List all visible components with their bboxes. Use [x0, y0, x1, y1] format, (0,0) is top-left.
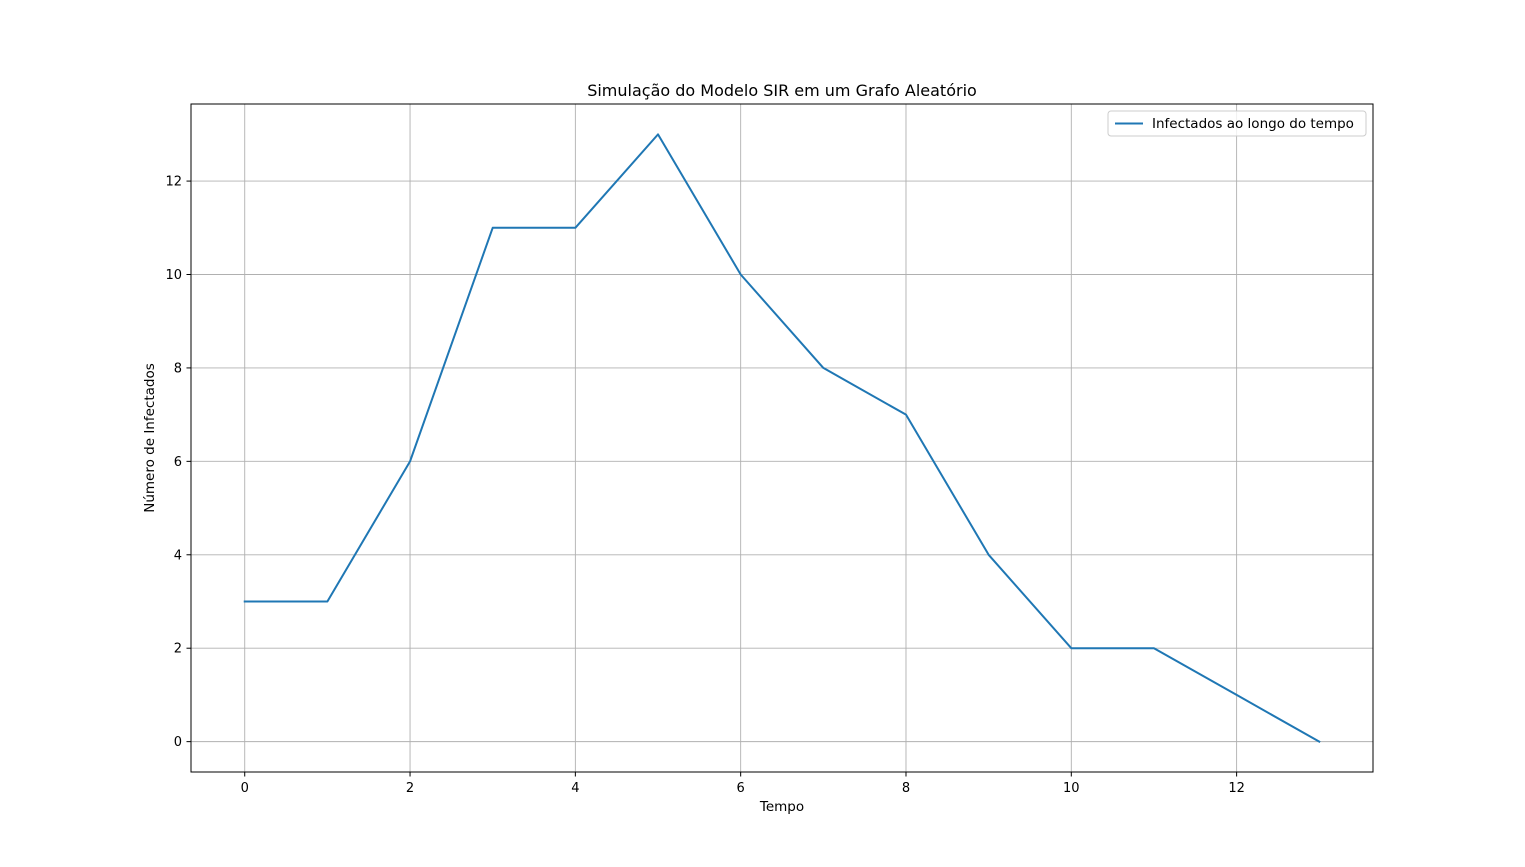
grid — [191, 104, 1373, 772]
series-line — [243, 133, 1321, 744]
y-tick-label: 0 — [174, 735, 182, 750]
x-tick-label: 10 — [1063, 781, 1080, 796]
y-tick-label: 4 — [174, 548, 182, 563]
x-tick-label: 6 — [737, 781, 745, 796]
y-tick-label: 10 — [165, 268, 182, 283]
legend: Infectados ao longo do tempo — [1107, 110, 1367, 137]
y-tick-label: 12 — [165, 175, 182, 190]
x-tick-label: 12 — [1228, 781, 1245, 796]
y-tick-label: 2 — [174, 642, 182, 657]
x-tick-label: 4 — [571, 781, 579, 796]
plot-frame — [190, 103, 1374, 773]
series-layer — [243, 133, 1321, 744]
x-tick-label: 2 — [406, 781, 414, 796]
y-axis-ticks: 0 2 4 6 8 10 12 — [165, 175, 191, 750]
chart-title: Simulação do Modelo SIR em um Grafo Alea… — [587, 81, 977, 100]
x-tick-label: 8 — [902, 781, 910, 796]
x-tick-label: 0 — [241, 781, 249, 796]
x-axis-label: Tempo — [759, 799, 804, 815]
legend-label: Infectados ao longo do tempo — [1152, 116, 1354, 132]
x-axis-ticks: 0 2 4 6 8 10 12 — [241, 772, 1245, 796]
y-axis-label: Número de Infectados — [142, 363, 158, 513]
legend-box — [1107, 110, 1367, 137]
y-tick-label: 6 — [174, 455, 182, 470]
y-tick-label: 8 — [174, 361, 182, 376]
